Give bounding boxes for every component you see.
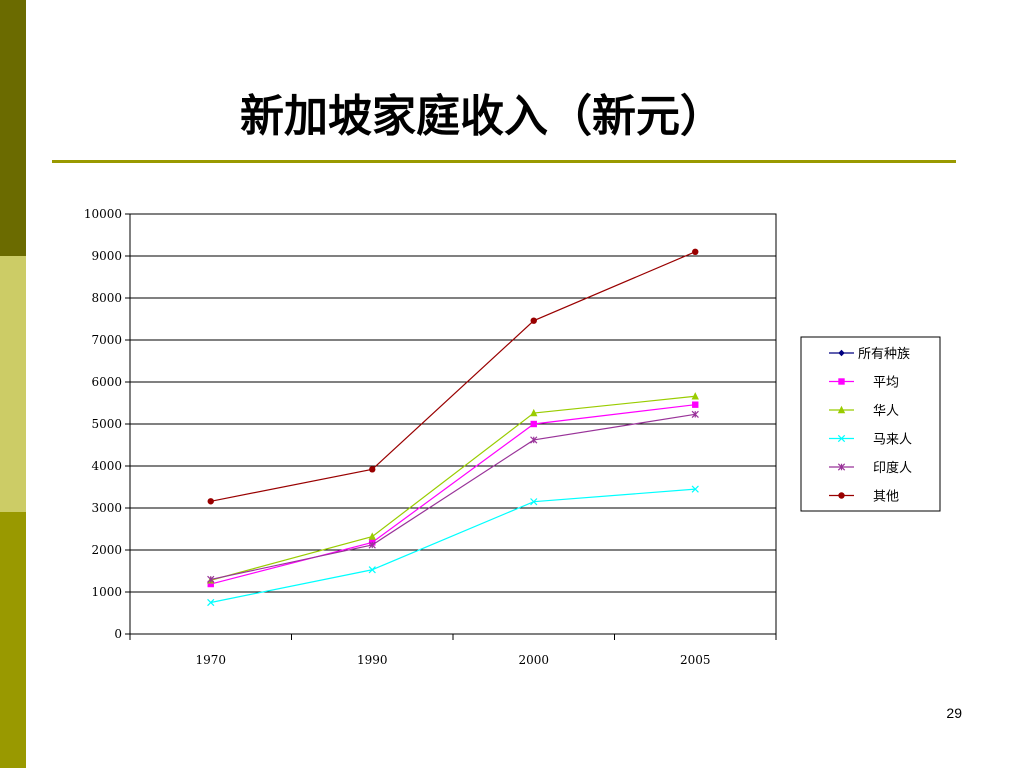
y-tick-label: 5000 [91,417,122,431]
y-tick-label: 8000 [91,291,122,305]
data-point [530,498,538,506]
y-tick-label: 0 [114,627,122,641]
legend-label: 印度人 [873,460,912,476]
x-tick-label: 2005 [680,653,711,667]
series-line-3 [210,488,696,604]
slide-title: 新加坡家庭收入（新元） [240,91,724,142]
legend-marker [838,492,845,499]
series-line-5 [210,251,696,502]
y-tick-label: 6000 [91,375,122,389]
legend-marker [837,434,846,443]
legend-label: 马来人 [873,433,912,448]
data-point [691,485,699,493]
data-point [207,580,214,588]
data-point [691,392,699,400]
legend-label: 所有种族 [858,346,910,362]
data-point [530,317,537,324]
series-line-1 [210,404,696,585]
data-point [368,541,376,549]
x-tick-label: 2000 [518,653,549,667]
x-tick-label: 1990 [357,653,388,667]
legend-box [800,336,941,512]
data-point [691,410,699,418]
series-line-4 [210,413,696,580]
legend-marker [838,378,845,385]
y-tick-label: 10000 [84,207,122,221]
data-point [207,598,215,607]
legend-marker [837,463,846,471]
y-tick-label: 2000 [91,543,122,557]
legend-marker [838,349,845,357]
legend-marker [837,405,846,414]
data-point [692,248,699,255]
data-point [530,436,538,444]
page-number: 29 [946,705,962,721]
legend-label: 华人 [873,404,899,419]
y-tick-label: 1000 [91,585,122,599]
data-point [368,532,376,540]
data-point [368,566,376,574]
sidebar-middle-band [0,256,26,512]
y-tick-label: 9000 [91,249,122,263]
data-point [207,575,215,584]
x-tick-label: 1970 [195,653,226,667]
sidebar-top-band [0,0,26,256]
data-point [207,498,214,505]
title-divider [52,160,956,163]
data-point [369,466,376,473]
data-point [530,408,538,417]
data-point [692,401,699,408]
legend-label: 其他 [873,490,899,505]
series-line-2 [210,395,696,581]
y-tick-label: 7000 [91,333,122,347]
sidebar-bottom-band [0,512,26,768]
legend-label: 平均 [873,376,899,391]
y-tick-label: 4000 [91,459,122,473]
y-tick-label: 3000 [91,501,122,515]
data-point [530,420,537,428]
